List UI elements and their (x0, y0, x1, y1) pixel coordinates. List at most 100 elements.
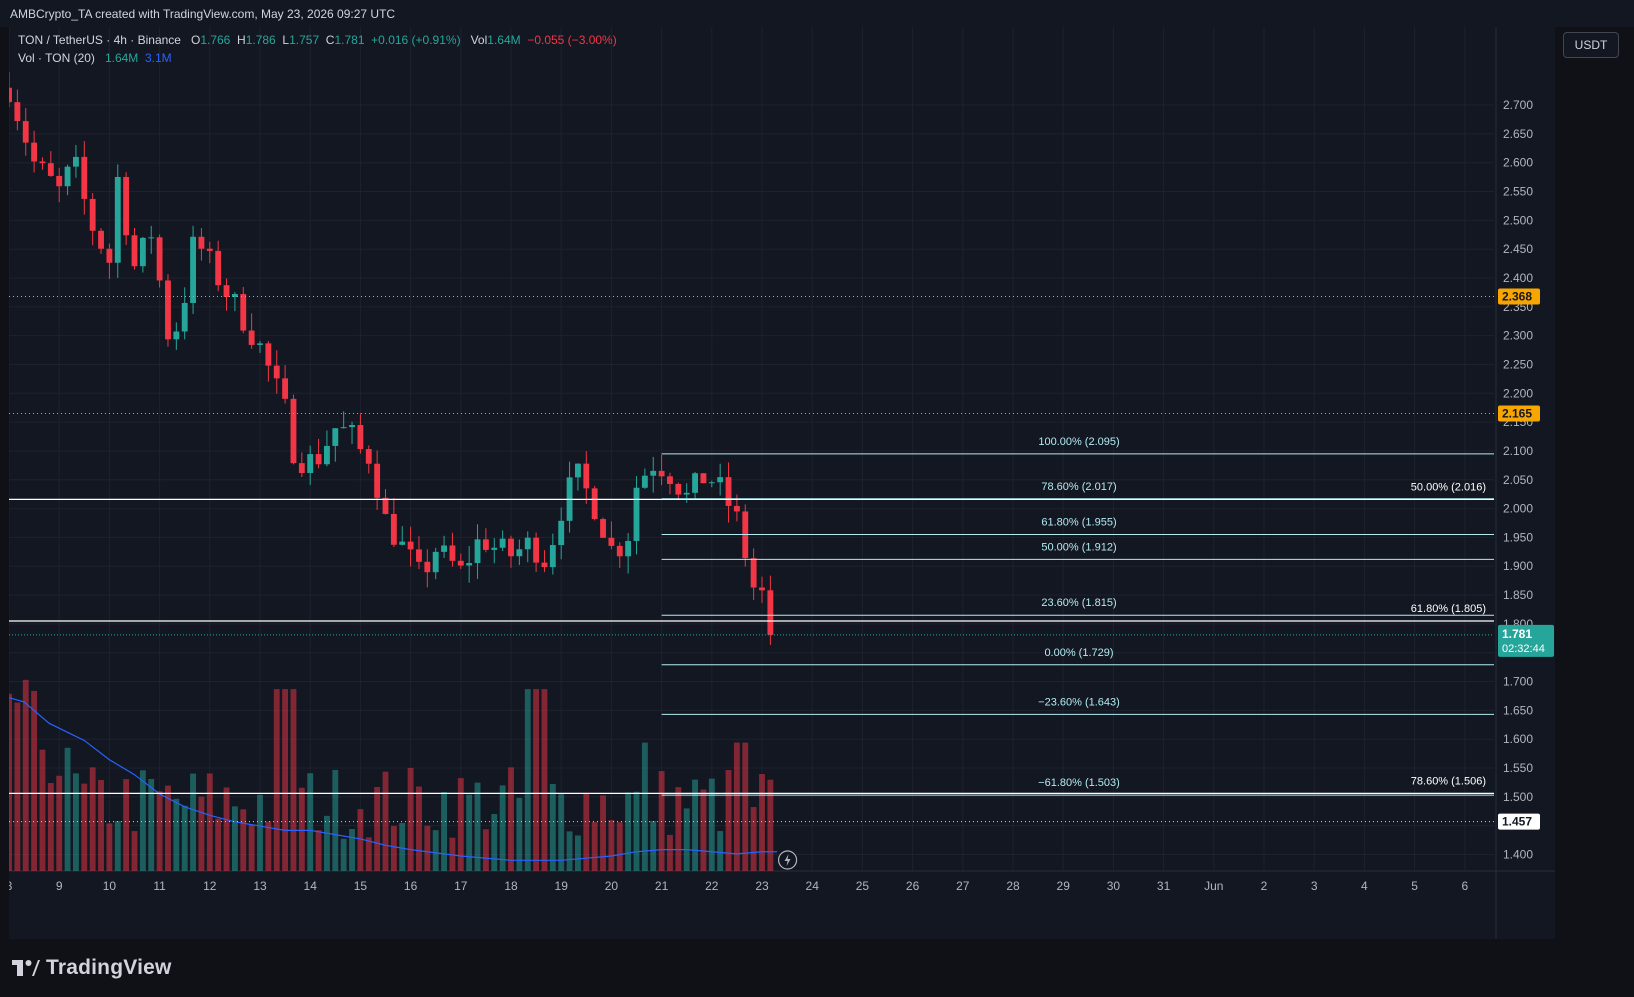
candle-body[interactable] (549, 545, 556, 568)
candle-body[interactable] (625, 540, 632, 557)
candle-body[interactable] (139, 237, 146, 267)
candle-body[interactable] (608, 537, 615, 546)
candle-body[interactable] (223, 285, 230, 297)
candle-body[interactable] (390, 513, 397, 545)
candle-body[interactable] (273, 365, 280, 379)
candle-body[interactable] (432, 551, 439, 573)
candle-body[interactable] (474, 539, 481, 564)
candle-body[interactable] (190, 236, 196, 303)
candle-body[interactable] (340, 427, 347, 429)
candle-body[interactable] (558, 520, 565, 546)
candle-body[interactable] (131, 235, 138, 267)
candle-body[interactable] (616, 545, 623, 557)
candle-body[interactable] (641, 475, 648, 488)
candle-body[interactable] (491, 547, 498, 550)
candle-body[interactable] (382, 497, 389, 514)
candle-body[interactable] (257, 343, 263, 345)
candle-body[interactable] (591, 488, 598, 520)
candle-body[interactable] (198, 236, 205, 249)
candle-body[interactable] (106, 248, 113, 263)
currency-button[interactable]: USDT (1563, 32, 1619, 58)
candle-body[interactable] (407, 541, 414, 550)
price-axis-tick-label: 2.200 (1503, 386, 1533, 400)
candle-body[interactable] (14, 102, 21, 122)
candle-body[interactable] (717, 477, 724, 483)
candle-body[interactable] (365, 449, 372, 464)
candle-body[interactable] (64, 166, 71, 187)
candle-body[interactable] (9, 87, 12, 103)
candle-body[interactable] (165, 280, 171, 340)
candle-body[interactable] (767, 590, 774, 635)
candle-body[interactable] (575, 463, 581, 478)
candle-body[interactable] (123, 176, 130, 236)
candle-body[interactable] (56, 175, 63, 187)
candle-body[interactable] (441, 545, 447, 552)
candle-body[interactable] (692, 473, 698, 493)
candle-body[interactable] (114, 176, 121, 263)
candle-body[interactable] (650, 470, 657, 476)
candle-body[interactable] (89, 198, 96, 231)
candle-body[interactable] (683, 492, 690, 495)
candle-body[interactable] (499, 538, 506, 548)
candle-body[interactable] (148, 237, 155, 239)
candle-body[interactable] (39, 161, 46, 164)
candle-body[interactable] (349, 424, 355, 428)
candle-body[interactable] (98, 230, 104, 249)
candle-body[interactable] (307, 454, 314, 473)
candle-body[interactable] (73, 156, 79, 167)
candle-body[interactable] (583, 463, 590, 489)
candle-body[interactable] (449, 545, 456, 561)
candle-body[interactable] (667, 476, 673, 484)
candle-body[interactable] (733, 505, 740, 512)
candle-body[interactable] (675, 483, 682, 495)
candle-body[interactable] (633, 487, 640, 541)
volume-indicator-name[interactable]: Vol · TON (20) (18, 51, 95, 65)
candle-body[interactable] (22, 121, 29, 143)
legend-symbol[interactable]: TON / TetherUS · 4h · Binance (18, 33, 181, 47)
candle-body[interactable] (282, 378, 289, 399)
candle-body[interactable] (466, 563, 473, 566)
candle-body[interactable] (424, 561, 431, 573)
candle-body[interactable] (298, 463, 305, 473)
candle-body[interactable] (759, 587, 765, 591)
candle-body[interactable] (47, 163, 54, 176)
chart-canvas[interactable]: 2.7002.6502.6002.5502.5002.4502.4002.350… (9, 27, 1555, 939)
candle-body[interactable] (181, 302, 188, 332)
candle-body[interactable] (332, 428, 339, 446)
candle-body[interactable] (265, 343, 272, 366)
candle-body[interactable] (374, 463, 381, 498)
candle-body[interactable] (156, 237, 163, 281)
candle-body[interactable] (290, 398, 297, 464)
candle-body[interactable] (399, 541, 406, 545)
volume-bar (441, 791, 447, 871)
candle-body[interactable] (457, 560, 464, 566)
candle-body[interactable] (81, 156, 88, 199)
candle-body[interactable] (524, 537, 531, 550)
candle-body[interactable] (708, 482, 715, 484)
candle-body[interactable] (600, 519, 606, 538)
candle-body[interactable] (357, 424, 364, 450)
candle-body[interactable] (516, 549, 523, 557)
candle-body[interactable] (658, 470, 665, 477)
tradingview-logo[interactable]: TradingView (12, 956, 172, 980)
candle-body[interactable] (248, 330, 255, 345)
candle-body[interactable] (750, 558, 757, 588)
candle-body[interactable] (206, 248, 213, 251)
candle-body[interactable] (315, 454, 322, 465)
candle-body[interactable] (215, 250, 222, 286)
volume-bar (81, 783, 88, 871)
volume-bar (399, 823, 406, 871)
candle-body[interactable] (725, 477, 732, 506)
candle-body[interactable] (324, 445, 330, 465)
candle-body[interactable] (482, 539, 489, 550)
candle-body[interactable] (240, 294, 247, 331)
candle-body[interactable] (231, 294, 238, 297)
candle-body[interactable] (508, 538, 514, 557)
candle-body[interactable] (541, 562, 548, 568)
candle-body[interactable] (533, 537, 540, 563)
candle-body[interactable] (700, 473, 707, 484)
candle-body[interactable] (173, 331, 180, 340)
candle-body[interactable] (31, 142, 38, 162)
candle-body[interactable] (416, 549, 422, 562)
volume-bar (223, 787, 230, 871)
